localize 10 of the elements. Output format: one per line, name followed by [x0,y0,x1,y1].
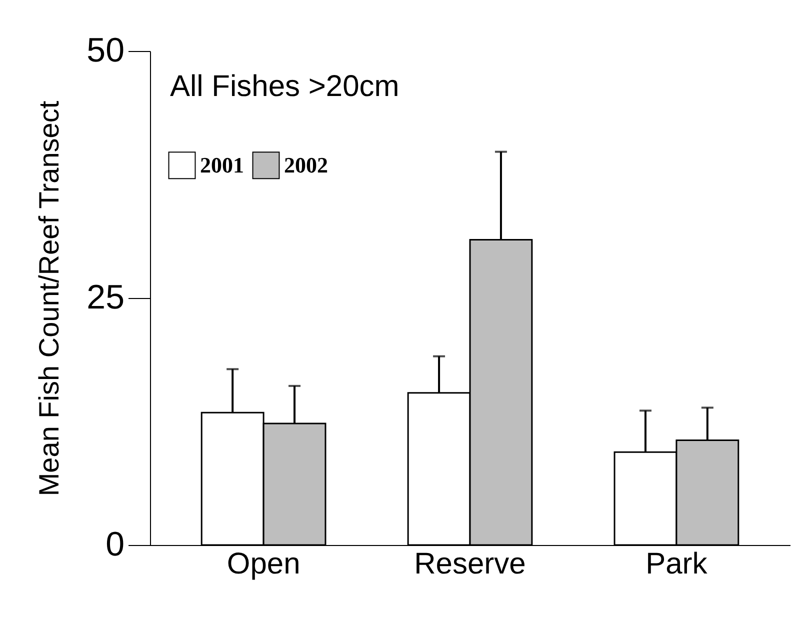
legend-label: 2002 [284,152,328,178]
x-tick-label: Park [646,548,708,580]
y-tick-label: 0 [106,526,124,564]
x-tick-label: Reserve [414,548,526,580]
y-axis-title: Mean Fish Count/Reef Transect [34,100,65,496]
x-tick-label: Open [226,548,300,580]
text: All Fishes >20cm [170,70,400,103]
y-tick-label: 50 [86,32,124,70]
legend-label: 2001 [200,152,244,178]
y-tick-label: 25 [86,278,124,316]
